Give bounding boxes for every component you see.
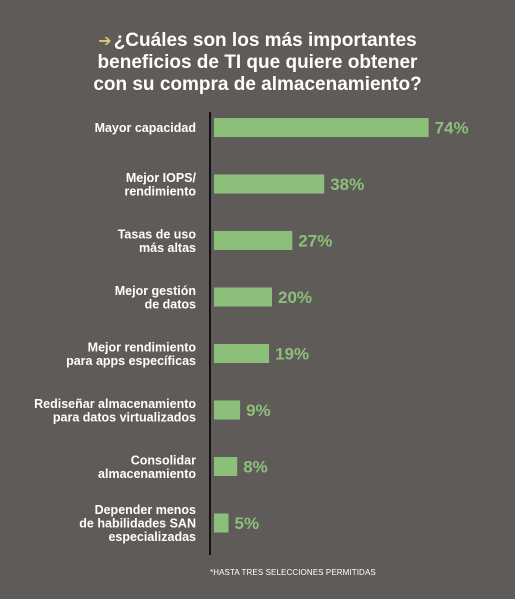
bar bbox=[214, 400, 241, 420]
category-label: almacenamiento bbox=[98, 467, 196, 481]
arrow-right-icon: ➔ bbox=[98, 33, 112, 50]
bar bbox=[214, 174, 325, 194]
bar bbox=[214, 118, 429, 137]
bar bbox=[214, 231, 293, 250]
bar-value-label: 5% bbox=[235, 514, 260, 533]
bar-value-label: 27% bbox=[298, 232, 332, 251]
bar-value-label: 8% bbox=[243, 458, 268, 477]
chart-title-line-2: beneficios de TI que quiere obtener bbox=[97, 52, 418, 73]
category-label: Depender menos bbox=[95, 503, 196, 517]
category-label: para apps específicas bbox=[66, 354, 196, 368]
category-label: Mejor gestión bbox=[115, 284, 196, 298]
bar bbox=[214, 457, 238, 476]
category-label: Mejor IOPS/ bbox=[126, 171, 197, 185]
bar bbox=[214, 513, 229, 533]
chart-title-line-3: con su compra de almacenamiento? bbox=[93, 74, 422, 95]
category-label: de habilidades SAN bbox=[79, 517, 196, 531]
category-label: más altas bbox=[139, 241, 196, 255]
category-label: especializadas bbox=[108, 530, 196, 544]
chart-title-line-1: ➔ ¿Cuáles son los más importantes bbox=[98, 30, 417, 51]
bar bbox=[214, 287, 272, 307]
category-label: Consolidar bbox=[131, 453, 196, 467]
bar-value-label: 9% bbox=[246, 401, 271, 420]
bar-value-label: 20% bbox=[278, 288, 312, 307]
category-label: Mejor rendimiento bbox=[88, 340, 197, 354]
category-label: rendimiento bbox=[124, 184, 196, 198]
category-label: de datos bbox=[145, 297, 196, 311]
bar bbox=[214, 344, 270, 363]
footnote: *HASTA TRES SELECCIONES PERMITIDAS bbox=[210, 568, 376, 577]
bar-value-label: 38% bbox=[330, 175, 364, 194]
category-label: para datos virtualizados bbox=[53, 410, 196, 424]
bar-value-label: 19% bbox=[275, 345, 309, 364]
bar-value-label: 74% bbox=[435, 119, 469, 138]
category-label: Mayor capacidad bbox=[95, 121, 196, 135]
category-label: Tasas de uso bbox=[118, 227, 197, 241]
category-label: Rediseñar almacenamiento bbox=[34, 397, 196, 411]
